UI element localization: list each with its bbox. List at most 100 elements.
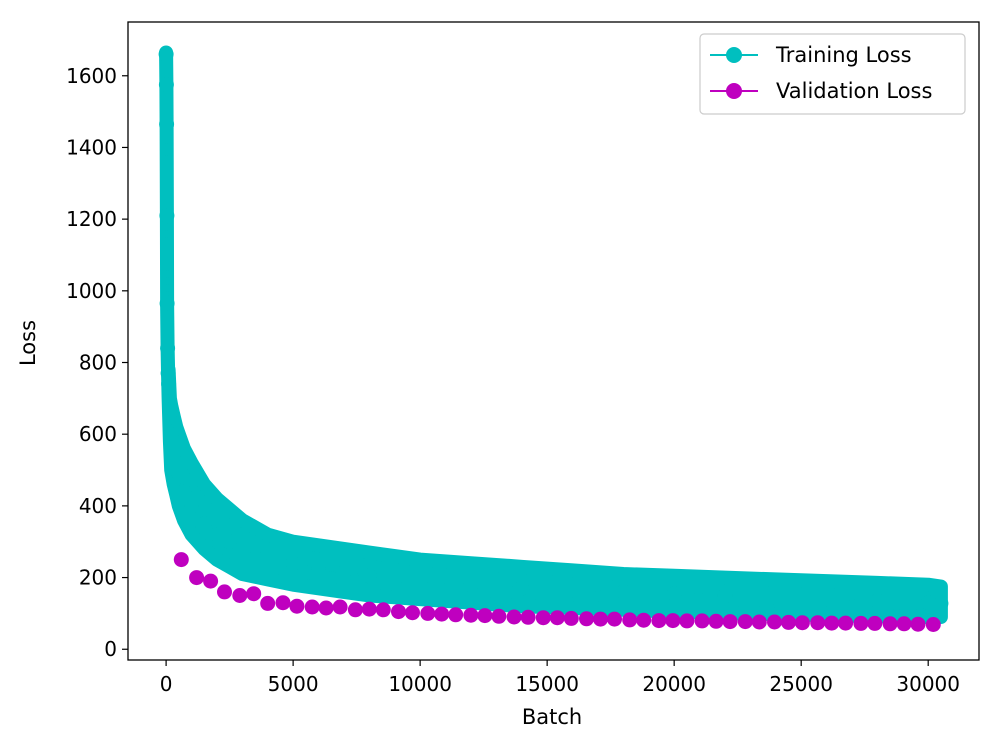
training-loss-point bbox=[196, 516, 212, 532]
training-loss-point bbox=[159, 295, 175, 311]
x-axis-label: Batch bbox=[522, 705, 582, 729]
validation-loss-point bbox=[173, 552, 189, 568]
validation-loss-point bbox=[448, 607, 464, 623]
validation-loss-point bbox=[375, 602, 391, 618]
training-loss-point bbox=[234, 541, 250, 557]
training-loss-point bbox=[171, 466, 187, 482]
plot-frame bbox=[127, 21, 980, 661]
training-loss-point bbox=[717, 588, 733, 603]
y-tick-label: 1600 bbox=[66, 64, 117, 88]
validation-loss-point bbox=[579, 611, 594, 627]
y-tick-label: 400 bbox=[79, 494, 117, 518]
y-axis-label: Loss bbox=[16, 320, 40, 366]
legend: Training Loss Validation Loss bbox=[699, 33, 966, 115]
validation-loss-point bbox=[260, 595, 276, 611]
validation-loss-point bbox=[217, 584, 232, 600]
validation-loss-point bbox=[405, 605, 420, 621]
training-loss-point bbox=[463, 577, 479, 593]
validation-loss-point bbox=[420, 605, 436, 621]
x-tick-label: 5000 bbox=[268, 672, 319, 696]
validation-loss-point bbox=[246, 586, 262, 602]
x-tick-label: 25000 bbox=[769, 672, 833, 696]
legend-validation-marker bbox=[726, 83, 742, 99]
training-loss-point bbox=[933, 595, 949, 611]
validation-loss-point bbox=[361, 601, 377, 617]
validation-loss-point bbox=[810, 615, 826, 631]
training-loss-point bbox=[666, 586, 682, 602]
validation-loss-point bbox=[275, 595, 291, 611]
validation-loss-point bbox=[189, 570, 205, 586]
validation-loss-point bbox=[737, 614, 753, 630]
x-tick-label: 0 bbox=[160, 672, 173, 696]
validation-loss-point bbox=[535, 610, 551, 626]
training-loss-point bbox=[176, 484, 192, 499]
training-loss-point bbox=[768, 589, 784, 605]
training-loss-point bbox=[361, 568, 377, 584]
series-layer bbox=[158, 46, 949, 632]
x-tick-label: 20000 bbox=[642, 672, 706, 696]
training-band-layer bbox=[159, 45, 948, 624]
validation-loss-point bbox=[289, 598, 305, 614]
legend-validation-label: Validation Loss bbox=[776, 79, 932, 103]
validation-loss-point bbox=[767, 614, 782, 630]
tick-layer: 0 5000 10000 15000 20000 25000 30000 0 200 400 600… bbox=[66, 64, 960, 696]
validation-loss-point bbox=[347, 602, 363, 618]
legend-training-label: Training Loss bbox=[775, 43, 912, 67]
validation-loss-point bbox=[607, 611, 622, 627]
y-tick-label: 800 bbox=[79, 351, 117, 375]
x-tick-label: 10000 bbox=[388, 672, 452, 696]
y-tick-label: 1200 bbox=[66, 207, 117, 231]
validation-loss-point bbox=[593, 611, 608, 627]
training-loss-point bbox=[162, 405, 178, 421]
training-loss-point bbox=[222, 534, 238, 550]
y-tick-label: 1000 bbox=[66, 279, 117, 303]
training-loss-point bbox=[819, 591, 835, 607]
training-loss-point bbox=[160, 365, 176, 381]
validation-loss-point bbox=[506, 609, 522, 625]
x-tick-label: 15000 bbox=[515, 672, 579, 696]
validation-loss-point bbox=[651, 613, 667, 629]
y-tick-label: 0 bbox=[104, 637, 117, 661]
validation-loss-point bbox=[882, 616, 898, 632]
validation-loss-point bbox=[520, 609, 536, 625]
y-tick-label: 200 bbox=[79, 566, 117, 590]
training-loss-point bbox=[163, 426, 179, 442]
validation-loss-point bbox=[838, 615, 854, 631]
y-tick-label: 1400 bbox=[66, 135, 117, 159]
training-loss-point bbox=[159, 208, 175, 224]
validation-loss-point bbox=[318, 600, 334, 616]
validation-loss-point bbox=[434, 606, 450, 622]
validation-loss-point bbox=[332, 599, 348, 615]
legend-box bbox=[699, 33, 966, 115]
validation-loss-point bbox=[679, 613, 695, 629]
training-loss-point bbox=[184, 498, 199, 514]
training-loss-point bbox=[161, 376, 177, 392]
validation-loss-point bbox=[563, 610, 579, 626]
validation-loss-point bbox=[751, 614, 767, 630]
training-loss-point bbox=[159, 116, 175, 132]
training-loss-point bbox=[160, 340, 176, 356]
validation-loss-point bbox=[463, 607, 479, 623]
x-tick-label: 30000 bbox=[896, 672, 960, 696]
validation-loss-point bbox=[794, 615, 810, 631]
validation-loss-point bbox=[896, 616, 912, 632]
validation-loss-point bbox=[665, 613, 681, 629]
training-loss-point bbox=[920, 595, 936, 611]
training-loss-point bbox=[514, 580, 530, 596]
training-loss-point bbox=[336, 564, 352, 580]
training-loss-point bbox=[311, 561, 326, 577]
validation-loss-point bbox=[304, 599, 320, 615]
training-loss-point bbox=[412, 573, 428, 589]
training-loss-point bbox=[615, 584, 631, 600]
validation-loss-point bbox=[391, 604, 406, 620]
training-loss-point bbox=[209, 527, 225, 543]
validation-loss-point bbox=[622, 612, 638, 628]
validation-loss-point bbox=[722, 614, 738, 630]
training-loss-point bbox=[158, 46, 174, 62]
validation-loss-point bbox=[925, 617, 941, 632]
training-loss-point bbox=[158, 77, 174, 93]
validation-loss-point bbox=[781, 614, 796, 630]
legend-training-marker bbox=[726, 47, 742, 63]
validation-loss-point bbox=[853, 615, 869, 631]
